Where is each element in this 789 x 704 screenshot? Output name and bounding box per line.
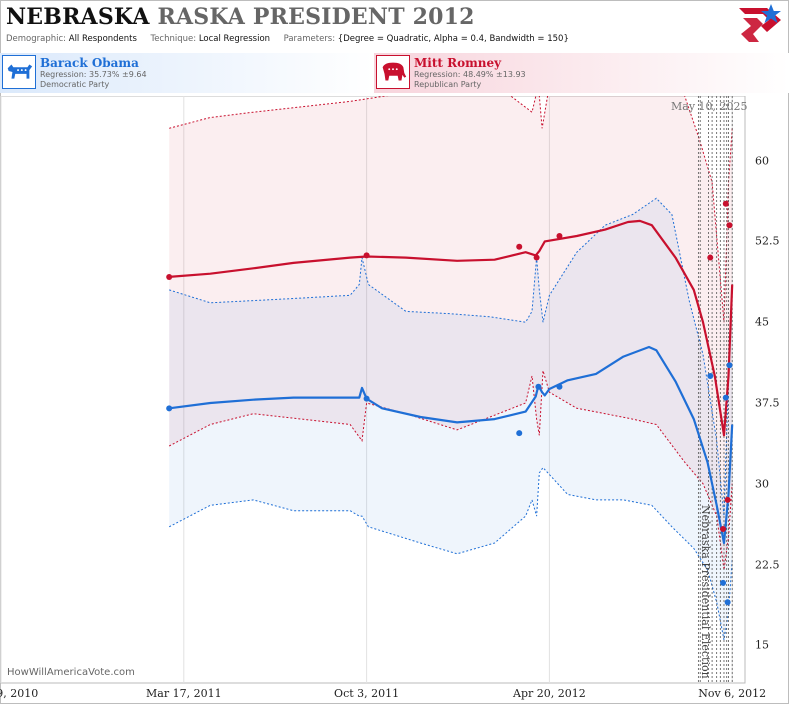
upper-bound-line bbox=[169, 197, 733, 517]
x-tick-label: Nov 6, 2012 bbox=[698, 687, 767, 700]
y-tick-label: 45 bbox=[755, 315, 769, 329]
poll-point bbox=[722, 200, 729, 207]
election-label: Nebraska Presidential Election bbox=[699, 505, 712, 679]
poll-point bbox=[720, 525, 727, 532]
candidate-party: Republican Party bbox=[414, 80, 482, 89]
candidate-romney[interactable]: Mitt Romney Regression: 48.49% ±13.93 Re… bbox=[374, 53, 789, 93]
candidate-party: Democratic Party bbox=[40, 80, 110, 89]
y-tick-label: 15 bbox=[755, 638, 769, 652]
parameters-label: Parameters: bbox=[283, 34, 336, 44]
confidence-band bbox=[169, 96, 733, 570]
header: NEBRASKA RASKA PRESIDENT 2012 Demographi… bbox=[0, 0, 789, 50]
poll-point bbox=[722, 394, 729, 401]
site-credit[interactable]: HowWillAmericaVote.com bbox=[7, 667, 135, 678]
poll-point bbox=[720, 579, 727, 586]
poll-point bbox=[516, 430, 523, 437]
poll-point bbox=[726, 222, 733, 229]
parameters-line: Demographic: All Respondents Technique: … bbox=[6, 34, 569, 44]
poll-point bbox=[166, 405, 173, 412]
candidate-obama[interactable]: Barack Obama Regression: 35.73% ±9.64 De… bbox=[0, 53, 374, 93]
trend-line bbox=[169, 219, 734, 437]
poll-point bbox=[363, 395, 370, 402]
title-state: NEBRASKA bbox=[6, 4, 150, 30]
y-tick-label: 52.5 bbox=[755, 234, 780, 248]
demographic-label: Demographic: bbox=[6, 34, 67, 44]
candidate-name: Barack Obama bbox=[40, 56, 139, 70]
poll-point bbox=[724, 496, 731, 503]
poll-point bbox=[533, 254, 540, 261]
y-tick-label: 37.5 bbox=[755, 396, 780, 410]
candidate-regression: Regression: 35.73% ±9.64 bbox=[40, 70, 147, 79]
candidate-name: Mitt Romney bbox=[414, 56, 502, 70]
parameters-value: {Degree = Quadratic, Alpha = 0.4, Bandwi… bbox=[337, 34, 569, 44]
chart-area bbox=[0, 96, 746, 684]
poll-point bbox=[535, 383, 542, 390]
poll-point bbox=[726, 362, 733, 369]
poll-point bbox=[166, 273, 173, 280]
technique-value: Local Regression bbox=[198, 34, 271, 44]
poll-point bbox=[363, 252, 370, 259]
poll-point bbox=[707, 254, 714, 261]
poll-point bbox=[556, 383, 563, 390]
site-logo[interactable] bbox=[737, 2, 783, 46]
lower-bound-line bbox=[168, 466, 733, 640]
y-tick-label: 22.5 bbox=[755, 558, 780, 572]
title-rest: RASKA PRESIDENT 2012 bbox=[157, 4, 475, 30]
y-tick-label: 30 bbox=[755, 477, 769, 491]
donkey-icon bbox=[2, 55, 36, 89]
x-tick-label: Apr 20, 2012 bbox=[513, 687, 586, 700]
candidate-regression: Regression: 48.49% ±13.93 bbox=[414, 70, 526, 79]
upper-bound-line bbox=[169, 96, 733, 323]
poll-point bbox=[707, 373, 714, 380]
candidate-legend: Barack Obama Regression: 35.73% ±9.64 De… bbox=[0, 53, 789, 93]
lower-bound-line bbox=[168, 370, 733, 570]
poll-point bbox=[724, 599, 731, 606]
elephant-icon bbox=[376, 55, 410, 89]
x-tick-label: Mar 17, 2011 bbox=[146, 687, 222, 700]
confidence-band bbox=[169, 198, 733, 640]
y-tick-label: 60 bbox=[755, 154, 769, 168]
poll-point bbox=[556, 233, 563, 240]
x-tick-label: Oct 3, 2011 bbox=[334, 687, 400, 700]
demographic-value: All Respondents bbox=[68, 34, 137, 44]
poll-point bbox=[516, 243, 523, 250]
date-stamp: May 10, 2025 bbox=[671, 100, 748, 113]
page-title: NEBRASKA RASKA PRESIDENT 2012 bbox=[6, 4, 475, 30]
x-tick-label: Aug 29, 2010 bbox=[0, 687, 39, 700]
technique-label: Technique: bbox=[150, 34, 197, 44]
